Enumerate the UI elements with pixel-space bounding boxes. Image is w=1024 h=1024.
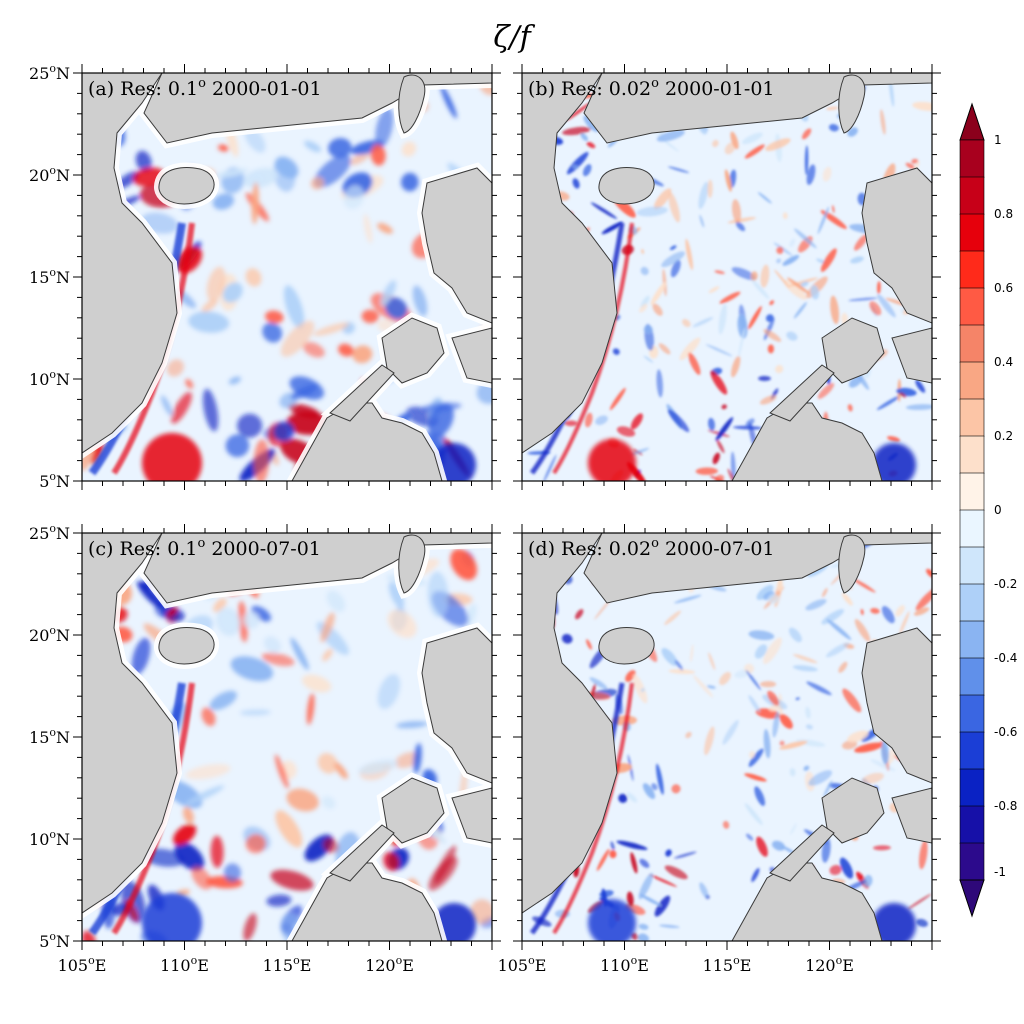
lon-tick-label: 110oE [160,954,209,975]
colorbar-label: -1 [994,865,1006,879]
land-mask [522,73,932,481]
colorbar-label: 1 [994,133,1002,147]
colorbar-segment [959,287,985,326]
colorbar-segment [959,694,985,733]
lat-tick-label: 5oN [39,930,70,951]
panel-label: (b) Res: 0.02o 2000-01-01 [528,76,775,100]
colorbar-under-arrow [959,879,985,918]
lon-tick-label: 105oE [58,954,107,975]
figure-title: ζ/f [493,20,535,55]
colorbar: 1 0.8 0.6 0.4 0.2 0 -0.2 -0.4 -0.6 -0.8 -1 [959,102,1017,918]
colorbar-segment [959,250,985,289]
colorbar-segment [959,842,985,881]
colorbar-label: -0.6 [994,725,1017,739]
colorbar-segment [959,805,985,844]
land-mask [522,533,932,941]
colorbar-segment [959,583,985,622]
colorbar-segment [959,768,985,807]
colorbar-label: 0.2 [994,429,1013,443]
lat-tick-label: 20oN [29,624,70,645]
axis-ticks [513,524,941,950]
lat-tick-label: 20oN [29,164,70,185]
colorbar-segment [959,139,985,178]
tick-labels: 25oN 20oN 15oN 10oN 5oN 25oN 20oN 15oN 10oN 5oN 10… [29,62,854,975]
axis-ticks [513,64,941,490]
lon-tick-label: 115oE [703,954,752,975]
colorbar-over-arrow [959,102,985,141]
colorbar-segment [959,176,985,215]
colorbar-label: 0.4 [994,355,1013,369]
colorbar-label: 0 [994,503,1002,517]
colorbar-label: 0.6 [994,281,1013,295]
lat-tick-label: 15oN [29,266,70,287]
lon-tick-label: 105oE [498,954,547,975]
colorbar-label: -0.2 [994,577,1017,591]
panels: (a) Res: 0.1o 2000-01-01 (b) Res: 0.02o 2… [73,64,941,950]
panel-d: (d) Res: 0.02o 2000-07-01 [513,524,941,950]
colorbar-segment [959,657,985,696]
lat-tick-label: 10oN [29,828,70,849]
colorbar-segment [959,213,985,252]
lat-tick-label: 15oN [29,726,70,747]
colorbar-segment [959,472,985,511]
colorbar-segment [959,731,985,770]
colorbar-segment [959,398,985,437]
axis-ticks [73,64,501,490]
lon-tick-label: 120oE [805,954,854,975]
colorbar-label: -0.4 [994,651,1017,665]
lon-tick-label: 110oE [600,954,649,975]
panel-label: (a) Res: 0.1o 2000-01-01 [88,76,322,100]
colorbar-label: 0.8 [994,207,1013,221]
panel-label: (d) Res: 0.02o 2000-07-01 [528,536,775,560]
lon-tick-label: 120oE [365,954,414,975]
colorbar-segment [959,435,985,474]
colorbar-label: -0.8 [994,799,1017,813]
panel-b: (b) Res: 0.02o 2000-01-01 [513,64,941,490]
lat-tick-label: 25oN [29,522,70,543]
colorbar-segment [959,324,985,363]
panel-c: (c) Res: 0.1o 2000-07-01 [73,524,501,950]
lat-tick-label: 5oN [39,470,70,491]
panel-label: (c) Res: 0.1o 2000-07-01 [88,536,321,560]
lat-tick-label: 10oN [29,368,70,389]
axis-ticks [73,524,501,950]
colorbar-segment [959,546,985,585]
panel-a: (a) Res: 0.1o 2000-01-01 [73,64,501,490]
lon-tick-label: 115oE [263,954,312,975]
colorbar-segment [959,361,985,400]
lat-tick-label: 25oN [29,62,70,83]
colorbar-segment [959,509,985,548]
colorbar-segment [959,620,985,659]
